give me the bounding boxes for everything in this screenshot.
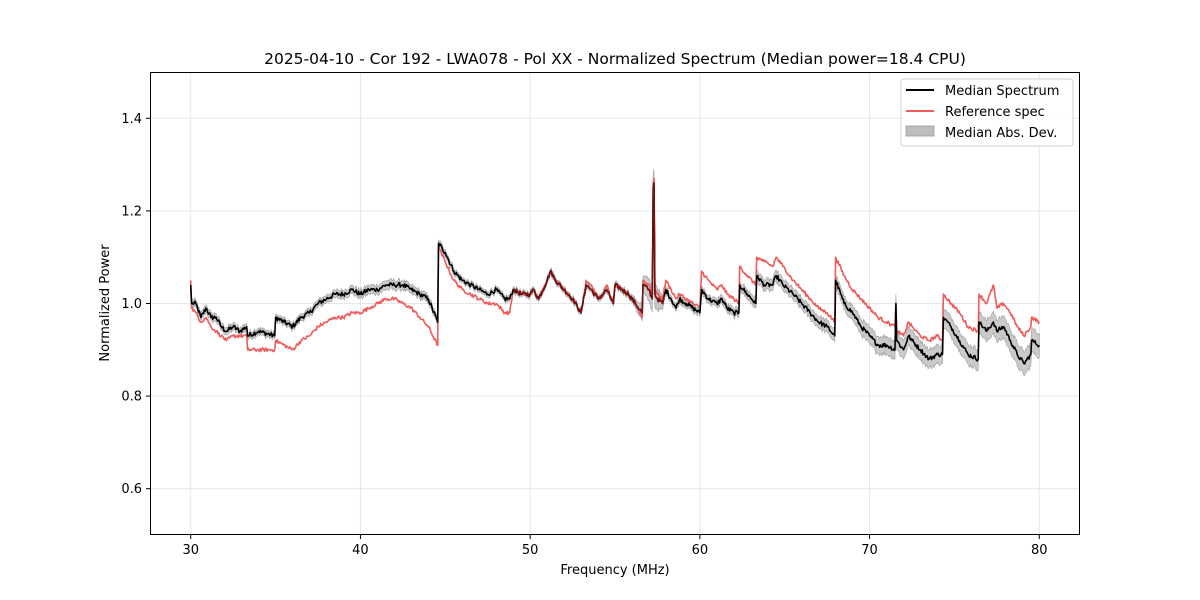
y-tick-label: 0.8 [121,390,142,405]
overlap-line [512,182,665,314]
x-tick-label: 40 [352,543,369,558]
legend-label-reference: Reference spec [945,105,1045,120]
x-tick-label: 70 [861,543,878,558]
mad-band-area [190,169,1040,376]
legend-swatch-mad [905,125,935,137]
legend-box [900,78,1074,147]
legend-label-median: Median Spectrum [945,84,1059,99]
plot-frame [150,72,1080,535]
y-axis-label: Normalized Power [98,244,113,362]
chart-title: 2025-04-10 - Cor 192 - LWA078 - Pol XX -… [264,50,966,68]
x-axis-label: Frequency (MHz) [560,563,669,578]
y-axis-ticks: 0.6 0.8 1.0 1.2 1.4 [121,112,150,497]
x-tick-label: 60 [692,543,709,558]
x-tick-label: 50 [522,543,539,558]
x-tick-label: 30 [182,543,199,558]
y-tick-label: 1.2 [121,204,142,219]
y-tick-label: 1.4 [121,112,142,127]
x-tick-label: 80 [1031,543,1048,558]
y-tick-label: 1.0 [121,297,142,312]
legend-label-mad: Median Abs. Dev. [945,126,1057,141]
legend: Median Spectrum Reference spec Median Ab… [900,78,1074,147]
x-axis-ticks: 30 40 50 60 70 80 [182,535,1048,558]
y-tick-label: 0.6 [121,482,142,497]
